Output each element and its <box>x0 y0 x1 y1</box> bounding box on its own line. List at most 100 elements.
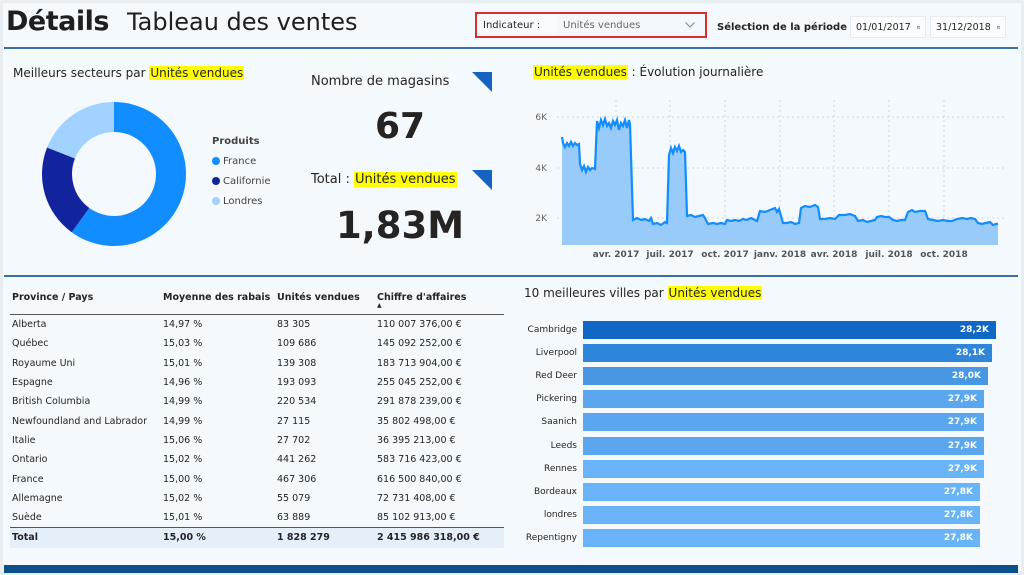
corner-triangle-icon <box>472 72 492 92</box>
legend-dot-icon <box>212 157 220 165</box>
table-cell: Italie <box>12 434 36 446</box>
table-cell: 467 306 <box>277 473 317 485</box>
table-row[interactable]: Suède 15,01 % 63 889 85 102 913,00 € <box>10 508 504 528</box>
section-divider <box>4 275 1018 277</box>
bar-label: Rennes <box>543 463 577 474</box>
bar[interactable]: 27,9K <box>583 436 984 455</box>
table-cell: Alberta <box>12 319 47 331</box>
table-cell: 220 534 <box>277 396 317 408</box>
bar-row: Repentigny 27,8K <box>520 527 996 550</box>
x-tick: janv. 2018 <box>753 250 806 260</box>
indicator-label: Indicateur : <box>483 19 541 31</box>
table-row[interactable]: Royaume Uni 15,01 % 139 308 183 713 904,00 … <box>10 354 504 373</box>
bar-row: Leeds 27,9K <box>520 434 996 457</box>
title-subtitle: Tableau des ventes <box>126 7 358 36</box>
bar-label: Repentigny <box>525 533 577 544</box>
table-body: Alberta 14,97 % 83 305 110 007 376,00 € Québ… <box>10 315 504 548</box>
sort-ascending-icon: ▲ <box>377 302 382 309</box>
donut-chart[interactable] <box>40 100 188 248</box>
table-cell: 15,01 % <box>163 357 203 369</box>
table-cell: 110 007 376,00 € <box>377 319 462 331</box>
calendar-icon[interactable] <box>996 23 1000 32</box>
bar-label: Saanich <box>541 417 577 428</box>
indicator-select[interactable]: Unités vendues <box>557 15 705 35</box>
line-series[interactable] <box>560 115 998 227</box>
legend-item-californie[interactable]: Californie <box>212 171 271 191</box>
table-cell: 145 092 252,00 € <box>377 338 462 350</box>
bar-label: Red Deer <box>535 370 577 381</box>
bar-value: 28,2K <box>959 324 989 335</box>
col-header-province[interactable]: Province / Pays <box>10 292 161 315</box>
table-row[interactable]: Allemagne 15,02 % 55 079 72 731 408,00 € <box>10 489 504 508</box>
line-chart-title: Unités vendues : Évolution journalière <box>533 65 764 79</box>
end-date-input[interactable]: 31/12/2018 <box>930 16 1006 38</box>
table-cell: 109 686 <box>277 338 317 350</box>
footer-bar <box>4 565 1018 573</box>
table-cell: 15,01 % <box>163 512 203 524</box>
period-label: Sélection de la période : <box>717 22 855 33</box>
total-cell: 15,00 % <box>161 527 275 548</box>
table-cell: 255 045 252,00 € <box>377 377 462 389</box>
y-tick: 6K <box>535 113 548 123</box>
table-cell: British Columbia <box>12 396 91 408</box>
table-row[interactable]: Québec 15,03 % 109 686 145 092 252,00 € <box>10 334 504 353</box>
donut-title: Meilleurs secteurs par Unités vendues <box>13 66 245 80</box>
bar-label: Leeds <box>550 440 577 451</box>
stores-kpi-label: Nombre de magasins <box>311 74 450 89</box>
bar[interactable]: 28,1K <box>583 343 992 362</box>
table-cell: 35 802 498,00 € <box>377 415 456 427</box>
legend-title: Produits <box>212 136 260 147</box>
table-cell: Suède <box>12 512 42 524</box>
donut-slice-californie[interactable] <box>41 147 90 233</box>
table-cell: Royaume Uni <box>12 357 76 369</box>
total-cell: 2 415 986 318,00 € <box>375 527 504 548</box>
donut-legend: Produits France Californie Londres <box>212 136 271 211</box>
donut-slice-londres[interactable] <box>47 102 115 159</box>
donut-title-measure: Unités vendues <box>149 66 245 80</box>
bar[interactable]: 27,9K <box>583 390 984 409</box>
calendar-icon[interactable] <box>916 23 920 32</box>
bar[interactable]: 28,2K <box>583 320 996 339</box>
table-row[interactable]: British Columbia 14,99 % 220 534 291 878 23… <box>10 392 504 411</box>
bar-row: Rennes 27,9K <box>520 457 996 480</box>
table-row[interactable]: France 15,00 % 467 306 616 500 840,00 € <box>10 469 504 488</box>
table-cell: 183 713 904,00 € <box>377 357 462 369</box>
bar-value: 27,9K <box>947 417 977 428</box>
start-date-input[interactable]: 01/01/2017 <box>850 16 926 38</box>
donut-slices[interactable] <box>41 101 187 246</box>
table-cell: 291 878 239,00 € <box>377 396 462 408</box>
indicator-dropdown[interactable]: Indicateur : Unités vendues <box>475 12 707 38</box>
bar[interactable]: 27,9K <box>583 413 984 432</box>
table-row[interactable]: Ontario 15,02 % 441 262 583 716 423,00 € <box>10 450 504 469</box>
table-cell: France <box>12 473 44 485</box>
table-cell: 85 102 913,00 € <box>377 512 456 524</box>
bar[interactable]: 28,0K <box>583 366 988 385</box>
table-cell: 27 702 <box>277 434 311 446</box>
col-header-discount[interactable]: Moyenne des rabais <box>161 292 275 315</box>
bar-chart-title: 10 meilleures villes par Unités vendues <box>524 286 763 300</box>
table-row[interactable]: Newfoundland and Labrador 14,99 % 27 115 35… <box>10 411 504 430</box>
bar-label: Cambridge <box>527 324 577 335</box>
bar-value: 27,8K <box>943 533 973 544</box>
table-row[interactable]: Alberta 14,97 % 83 305 110 007 376,00 € <box>10 315 504 335</box>
table-row[interactable]: Espagne 14,96 % 193 093 255 045 252,00 € <box>10 373 504 392</box>
line-chart[interactable]: 6K 4K 2K avr. 2017 juil. 2017 oct. 2017 … <box>515 90 1020 265</box>
table-cell: 616 500 840,00 € <box>377 473 462 485</box>
table-cell: 15,02 % <box>163 492 203 504</box>
donut-slice-france[interactable] <box>71 101 187 246</box>
col-header-units[interactable]: Unités vendues <box>275 292 375 315</box>
table-cell: Allemagne <box>12 492 63 504</box>
bar[interactable]: 27,8K <box>583 482 980 501</box>
header-divider <box>4 47 1018 49</box>
bar[interactable]: 27,9K <box>583 459 984 478</box>
sales-table: Province / Pays Moyenne des rabais Unité… <box>10 292 504 548</box>
col-header-revenue[interactable]: Chiffre d'affaires ▲ <box>375 292 504 315</box>
table-cell: 83 305 <box>277 319 311 331</box>
legend-item-londres[interactable]: Londres <box>212 191 271 211</box>
bar[interactable]: 27,8K <box>583 506 980 525</box>
bar-row: Cambridge 28,2K <box>520 318 996 341</box>
table-cell: 193 093 <box>277 377 317 389</box>
table-row[interactable]: Italie 15,06 % 27 702 36 395 213,00 € <box>10 431 504 450</box>
bar[interactable]: 27,8K <box>583 529 980 548</box>
legend-item-france[interactable]: France <box>212 151 271 171</box>
